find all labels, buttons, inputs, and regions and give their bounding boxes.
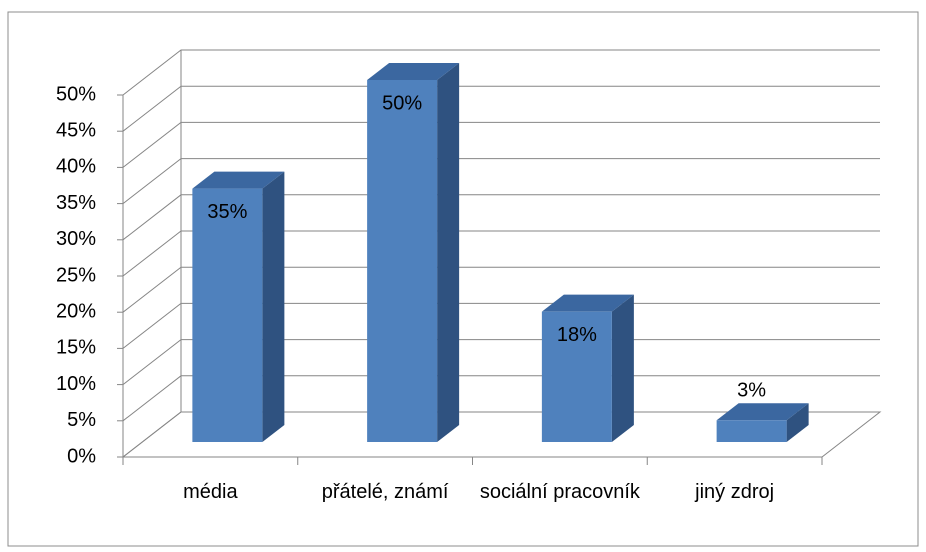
bar-side (611, 294, 634, 442)
y-tick-label: 5% (67, 409, 96, 431)
y-tick-label: 0% (67, 445, 96, 467)
grid-line (122, 411, 880, 458)
x-tick-label: sociální pracovník (479, 481, 640, 503)
grid-line (122, 302, 880, 349)
bar-side (262, 171, 285, 442)
bar-top (192, 171, 285, 189)
x-tick-label: přátelé, známí (321, 481, 449, 503)
bar (541, 311, 612, 442)
grid-line (122, 49, 880, 96)
y-tick-label: 50% (56, 83, 96, 105)
grid-line (122, 230, 880, 277)
y-tick-label: 15% (56, 337, 96, 359)
x-tick-label: média (183, 481, 238, 503)
bar-side (786, 403, 809, 442)
grid-line (122, 85, 880, 132)
bar (367, 80, 438, 442)
grid-line (122, 339, 880, 385)
y-tick-label: 30% (56, 228, 96, 250)
y-tick-label: 10% (56, 373, 96, 395)
data-label: 3% (737, 380, 766, 402)
y-tick-label: 45% (56, 119, 96, 141)
bar (716, 420, 787, 442)
grid-line (122, 194, 880, 241)
grid-line (122, 375, 880, 422)
x-tick-label: jiný zdroj (695, 481, 775, 503)
grid-line (122, 121, 880, 168)
bar-top (716, 403, 809, 421)
bar-top (541, 294, 634, 312)
grid-line (122, 266, 880, 313)
bar (192, 188, 263, 442)
y-tick-label: 40% (56, 156, 96, 178)
y-tick-label: 35% (56, 192, 96, 214)
bar-side (437, 63, 460, 442)
y-tick-label: 20% (56, 300, 96, 322)
data-label: 50% (382, 92, 422, 114)
bar-top (367, 63, 460, 80)
y-tick-label: 25% (56, 264, 96, 286)
data-label: 35% (207, 201, 247, 223)
grid-line (122, 158, 880, 204)
chart-frame (7, 11, 919, 547)
data-label: 18% (557, 324, 597, 346)
